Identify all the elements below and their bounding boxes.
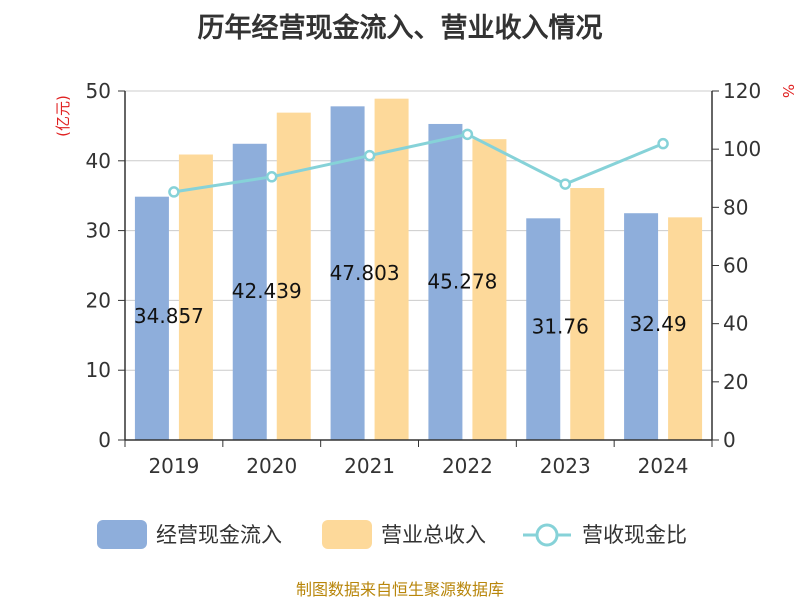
- legend-label-ratio[interactable]: 营收现金比: [582, 523, 687, 547]
- bar-cash-inflow-2023[interactable]: [526, 218, 561, 440]
- y-right-tick-label: 80: [723, 195, 748, 219]
- bar-cash-inflow-2024[interactable]: [624, 213, 659, 440]
- x-tick-label: 2022: [442, 454, 493, 478]
- y-left-tick-label: 30: [86, 219, 111, 243]
- x-tick-label: 2021: [344, 454, 395, 478]
- bar-cash-inflow-2022[interactable]: [428, 123, 463, 440]
- y-right-tick-label: 100: [723, 137, 761, 161]
- data-label-cash-inflow-2022: 45.278: [427, 269, 497, 293]
- line-ratio[interactable]: [173, 132, 664, 194]
- y-right-tick-label: 0: [723, 428, 736, 452]
- bar-revenue-2020[interactable]: [276, 112, 311, 440]
- y-right-tick-label: 120: [723, 79, 761, 103]
- gridlines: [125, 90, 712, 371]
- y-right-tick-label: 20: [723, 370, 748, 394]
- bar-cash-inflow-2020[interactable]: [232, 143, 267, 440]
- point-ratio-2023[interactable]: [559, 178, 571, 190]
- point-ratio-2024[interactable]: [657, 137, 669, 150]
- legend-swatch-revenue[interactable]: [322, 520, 372, 549]
- bar-revenue-2019[interactable]: [178, 154, 213, 440]
- point-ratio-2019[interactable]: [168, 186, 180, 198]
- bar-revenue-2022[interactable]: [472, 139, 507, 441]
- line-series: [168, 128, 669, 198]
- y-left-tick-label: 0: [98, 428, 111, 452]
- point-ratio-2020[interactable]: [266, 171, 278, 183]
- data-label-cash-inflow-2020: 42.439: [232, 279, 302, 303]
- point-ratio-2021[interactable]: [363, 149, 376, 162]
- x-tick-label: 2019: [148, 454, 199, 478]
- y-right-tick-label: 40: [723, 312, 748, 336]
- y-left-tick-label: 10: [86, 358, 111, 382]
- x-tick-label: 2024: [638, 454, 689, 478]
- bar-revenue-2021[interactable]: [374, 98, 409, 440]
- y-left-tick-label: 40: [86, 149, 111, 173]
- chart-title: 历年经营现金流入、营业收入情况: [197, 13, 603, 44]
- data-label-cash-inflow-2019: 34.857: [134, 304, 204, 328]
- bar-revenue-2023[interactable]: [570, 188, 605, 440]
- y-left-tick-label: 20: [86, 288, 111, 312]
- data-source: 制图数据来自恒生聚源数据库: [295, 580, 504, 599]
- data-labels: 34.857 42.439 47.803 45.278 31.76 32.49: [134, 261, 687, 339]
- legend-label-cash-inflow[interactable]: 经营现金流入: [156, 523, 282, 547]
- data-label-cash-inflow-2021: 47.803: [330, 261, 400, 285]
- bar-cash-inflow-2019[interactable]: [134, 196, 169, 440]
- axes: 0 10 20 30 40 50 0 20 40 60 80 100 120 2019 2020 2021 20…: [86, 79, 762, 478]
- data-label-cash-inflow-2024: 32.49: [629, 312, 686, 336]
- right-axis-unit: %: [779, 84, 797, 98]
- bar-revenue-2024[interactable]: [668, 217, 703, 440]
- y-left-tick-label: 50: [86, 79, 111, 103]
- data-label-cash-inflow-2023: 31.76: [532, 315, 589, 339]
- y-right-tick-label: 60: [723, 254, 748, 278]
- legend-marker-ratio[interactable]: [535, 523, 559, 547]
- x-tick-label: 2020: [246, 454, 297, 478]
- x-tick-label: 2023: [540, 454, 591, 478]
- point-ratio-2022[interactable]: [461, 128, 474, 141]
- left-axis-unit: (亿元): [54, 95, 72, 137]
- legend-swatch-cash-inflow[interactable]: [97, 520, 147, 549]
- bars: [134, 98, 703, 441]
- legend: 经营现金流入 营业总收入 营收现金比: [97, 520, 687, 549]
- legend-label-revenue[interactable]: 营业总收入: [381, 523, 486, 547]
